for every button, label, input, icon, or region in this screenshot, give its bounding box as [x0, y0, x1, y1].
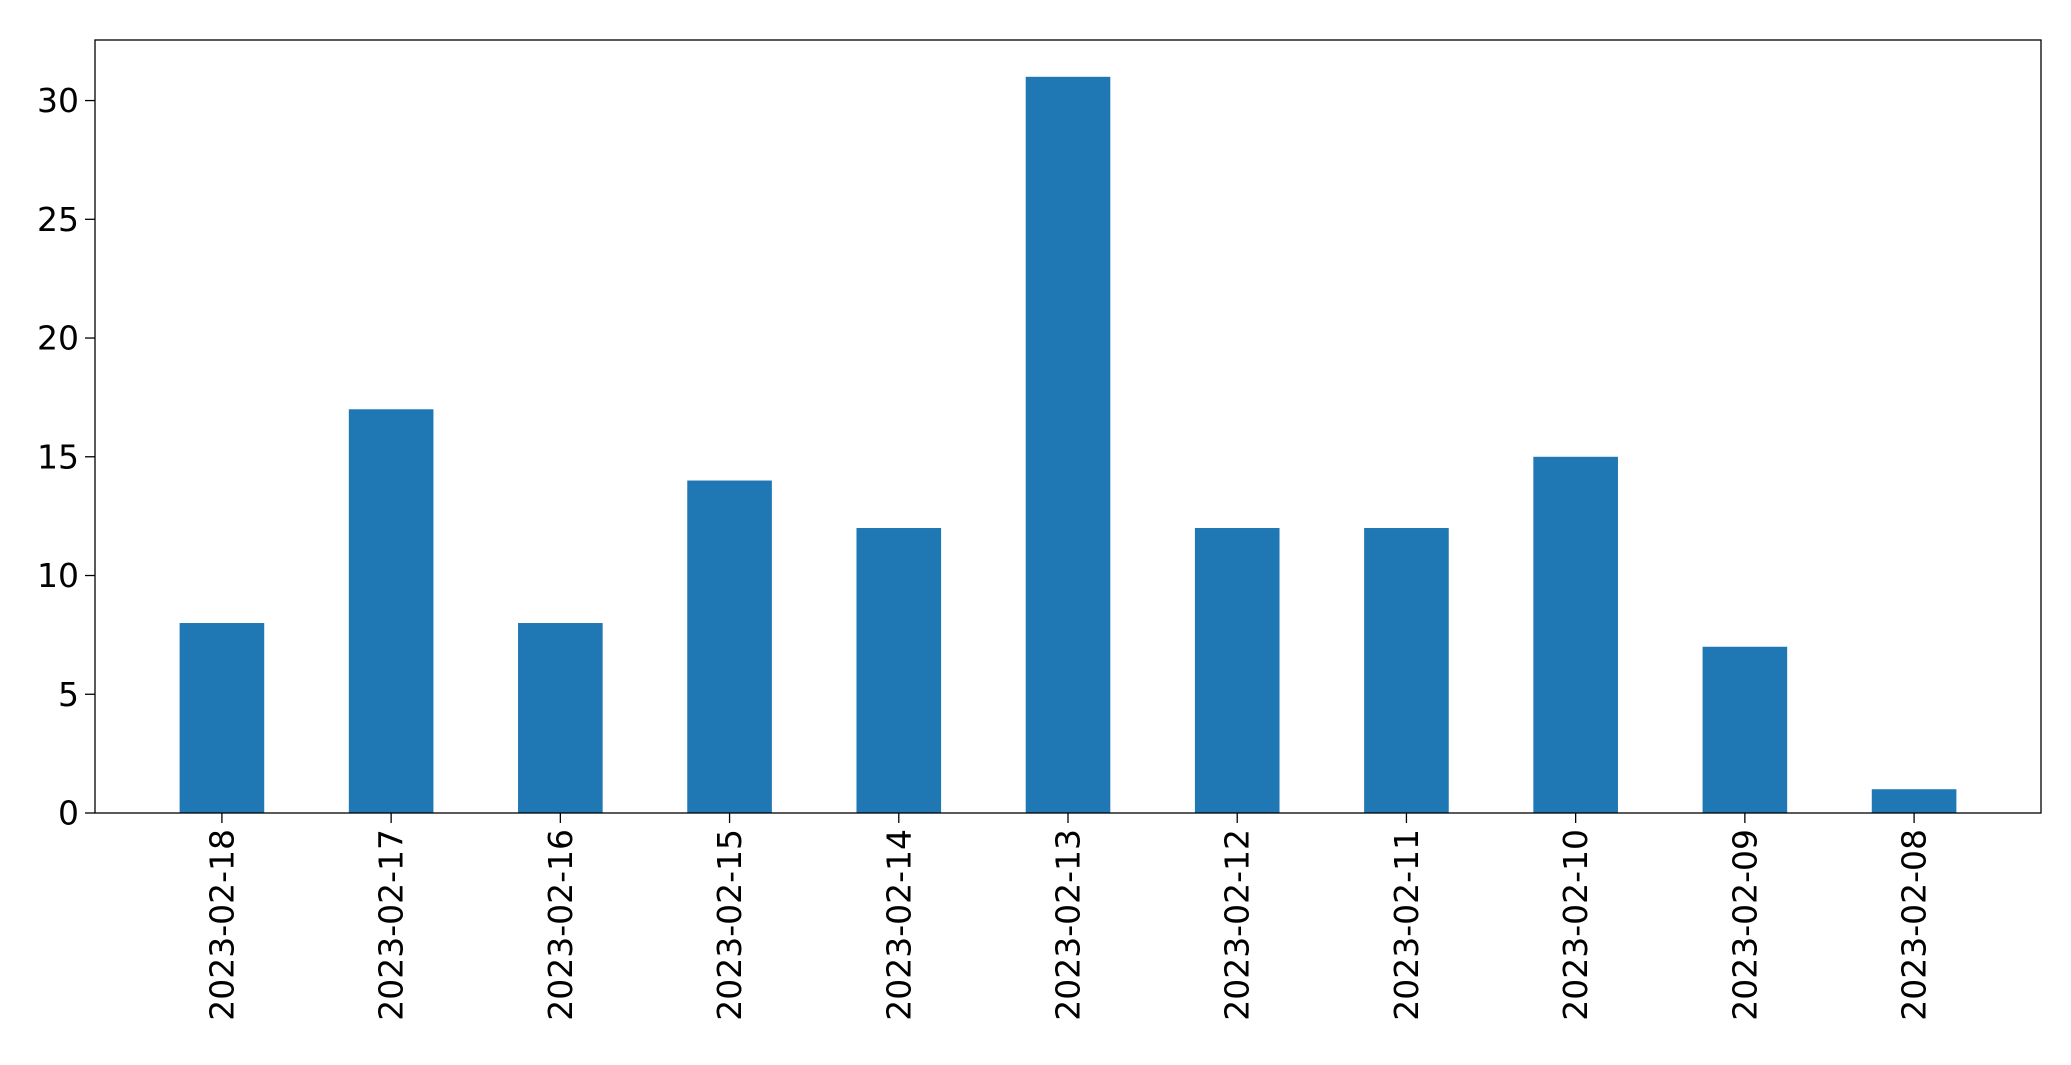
bar-2023-02-18	[179, 623, 265, 813]
bar-2023-02-13	[1025, 76, 1111, 813]
bar-2023-02-14	[856, 528, 942, 813]
y-tick-label: 10	[37, 556, 79, 595]
x-tick-label: 2023-02-18	[202, 829, 241, 1021]
y-tick-label: 15	[37, 437, 79, 476]
x-tick-label: 2023-02-09	[1725, 829, 1764, 1021]
bar-2023-02-17	[348, 409, 434, 813]
x-tick-label: 2023-02-17	[372, 829, 411, 1021]
bar-2023-02-16	[518, 623, 603, 813]
bar-2023-02-08	[1871, 789, 1957, 813]
x-tick-label: 2023-02-11	[1387, 829, 1426, 1021]
y-axis: 0 5 10 15 20 25 30	[37, 81, 95, 833]
y-tick-label: 30	[37, 81, 79, 120]
bars-layer	[179, 76, 1957, 813]
x-tick-label: 2023-02-12	[1218, 829, 1257, 1021]
y-tick-label: 25	[37, 200, 79, 239]
bar-2023-02-11	[1364, 528, 1449, 813]
y-tick-label: 0	[58, 794, 79, 833]
x-tick-label: 2023-02-13	[1049, 829, 1088, 1021]
x-tick-label: 2023-02-10	[1556, 829, 1595, 1021]
bar-2023-02-10	[1533, 456, 1618, 813]
bar-2023-02-15	[687, 480, 772, 813]
x-tick-label: 2023-02-15	[710, 829, 749, 1021]
plot-frame	[94, 39, 2042, 814]
bar-2023-02-12	[1194, 528, 1280, 813]
x-tick-label: 2023-02-14	[879, 829, 918, 1021]
x-axis: 2023-02-18 2023-02-17 2023-02-16 2023-02-15…	[202, 813, 1934, 1021]
bar-2023-02-09	[1702, 646, 1788, 813]
y-tick-label: 20	[37, 319, 79, 358]
x-tick-label: 2023-02-16	[541, 829, 580, 1021]
x-tick-label: 2023-02-08	[1895, 829, 1934, 1021]
y-tick-label: 5	[58, 675, 79, 714]
